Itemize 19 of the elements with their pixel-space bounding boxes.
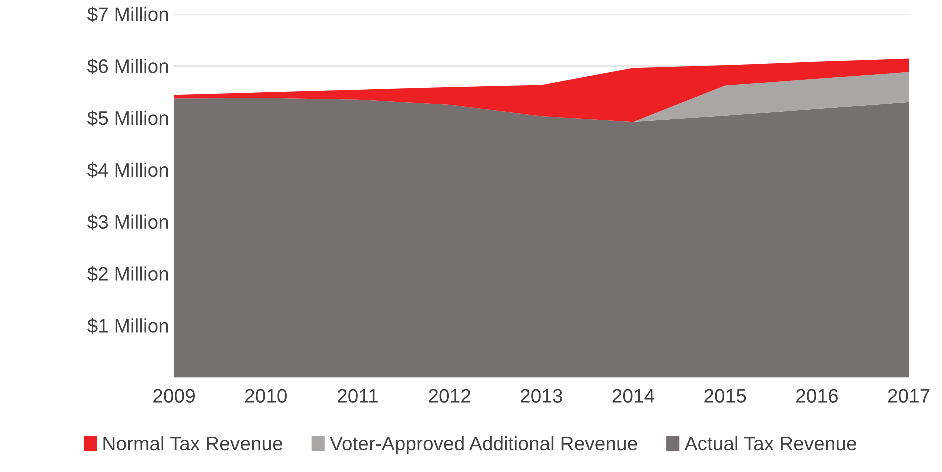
y-tick-label: $3 Million <box>87 214 168 230</box>
x-tick-label: 2011 <box>338 389 378 403</box>
x-tick-label: 2016 <box>796 389 838 403</box>
x-tick-label: 2012 <box>429 389 470 403</box>
legend-label: Voter-Approved Additional Revenue <box>330 436 638 454</box>
legend-label: Actual Tax Revenue <box>684 436 856 451</box>
x-tick-label: 2017 <box>888 389 930 403</box>
y-tick-label: $2 Million <box>87 266 168 282</box>
y-tick-label: $1 Million <box>87 318 168 334</box>
x-tick-label: 2014 <box>612 389 655 403</box>
y-tick-label: $7 Million <box>87 6 168 23</box>
x-tick-label: 2009 <box>154 389 195 403</box>
x-tick-label: 2015 <box>704 389 746 403</box>
y-tick-label: $4 Million <box>87 162 168 178</box>
legend-label: Normal Tax Revenue <box>104 436 283 451</box>
x-tick-label: 2010 <box>245 389 287 403</box>
y-tick-label: $5 Million <box>87 110 168 126</box>
y-tick-label: $6 Million <box>87 58 168 74</box>
x-tick-label: 2013 <box>521 389 562 403</box>
